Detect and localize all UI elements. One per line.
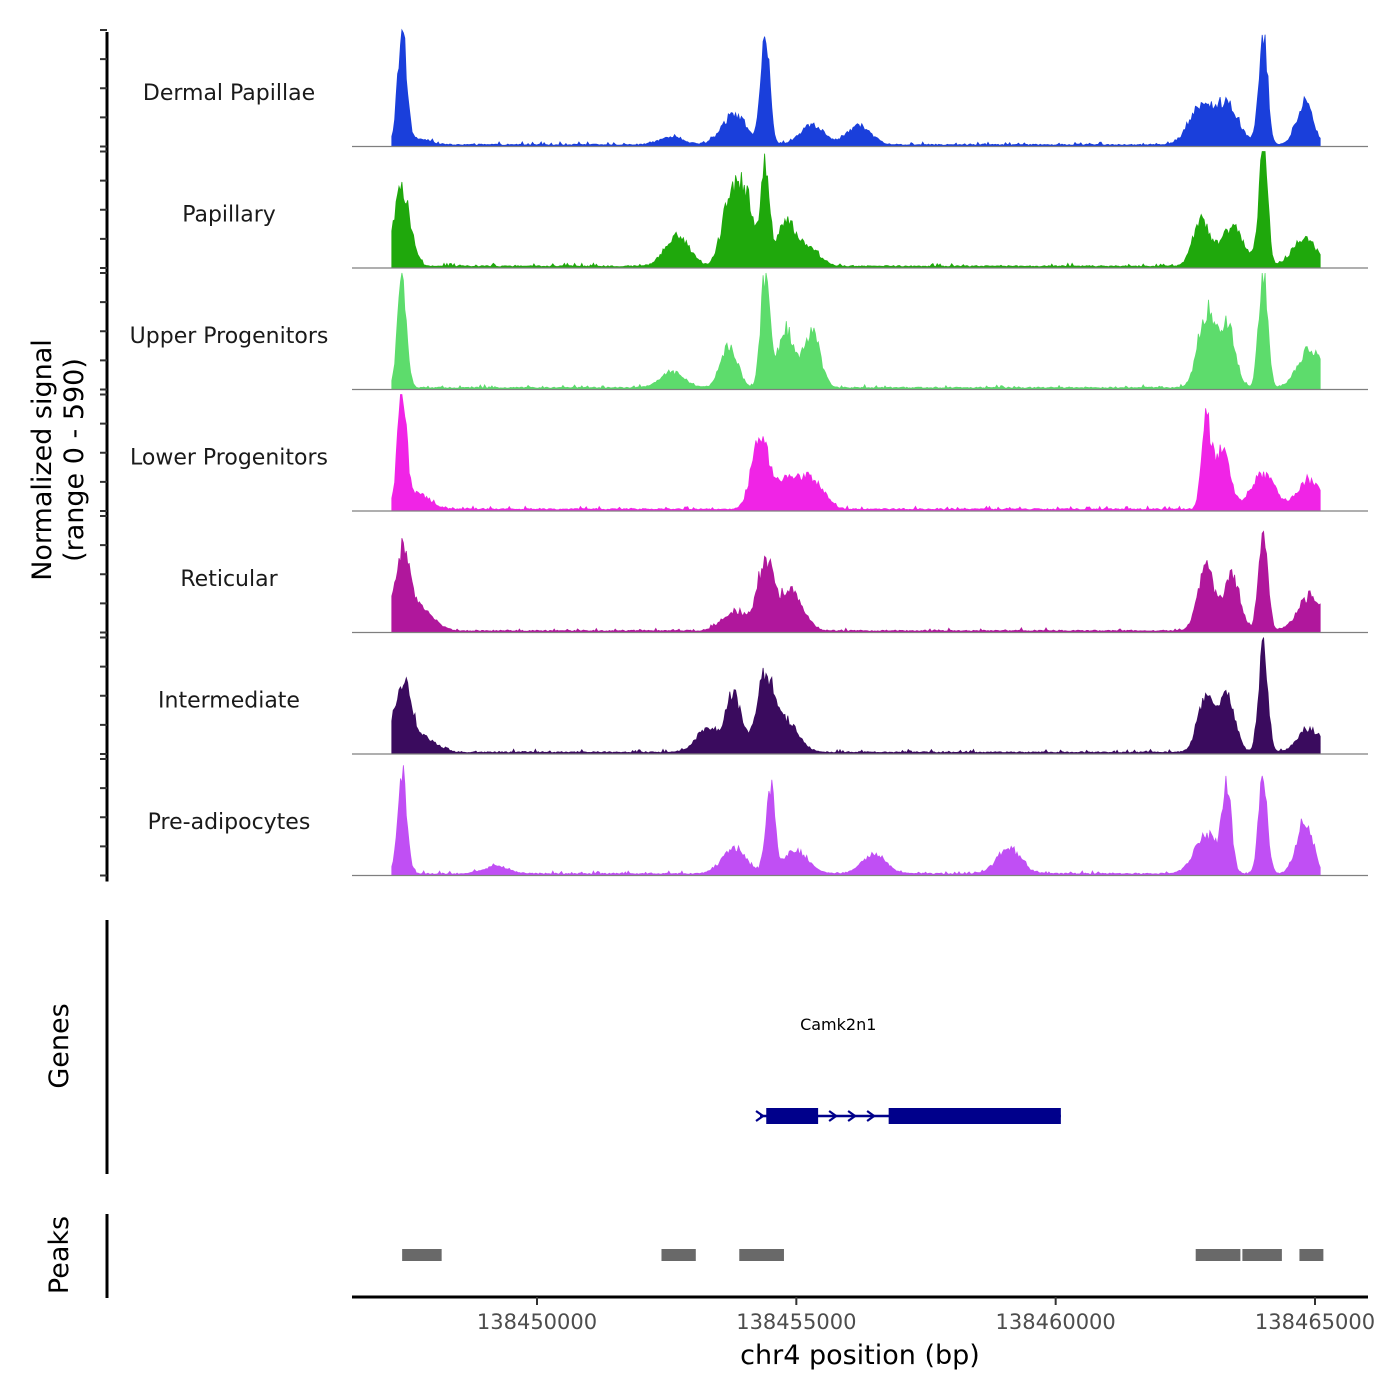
peaks-axis-title: Peaks [44, 1216, 75, 1294]
track-label: Upper Progenitors [130, 324, 329, 349]
coverage-area-1 [391, 151, 1321, 269]
gene-exon [888, 1108, 1061, 1124]
coverage-area-5 [391, 637, 1321, 755]
track-label: Pre-adipocytes [148, 810, 311, 835]
x-axis: 138450000 138455000 138460000 138465000 [352, 1295, 1375, 1334]
gene-exon [766, 1108, 819, 1124]
track-labels: Dermal Papillae Papillary Upper Progenitor… [130, 81, 329, 835]
track-label: Dermal Papillae [143, 81, 315, 106]
x-tick-label: 138455000 [736, 1310, 856, 1334]
peak-region [739, 1249, 784, 1261]
y-axis-title-line2: (range 0 - 590) [59, 358, 90, 562]
peak-track [105, 1214, 1324, 1298]
strand-arrow [755, 1110, 765, 1122]
strand-arrow [828, 1110, 839, 1122]
peak-region [1299, 1249, 1324, 1261]
track-label: Papillary [182, 203, 276, 228]
gene-name-label: Camk2n1 [800, 1015, 876, 1034]
x-tick-label: 138460000 [996, 1310, 1116, 1334]
x-tick-label: 138450000 [477, 1310, 597, 1334]
strand-arrow [847, 1110, 858, 1122]
track-label: Intermediate [158, 689, 300, 714]
peak-region [1195, 1249, 1241, 1261]
x-tick-label: 138465000 [1255, 1310, 1375, 1334]
genes-axis-title: Genes [44, 1003, 75, 1088]
coverage-area-2 [391, 272, 1321, 390]
coverage-area-6 [391, 765, 1321, 876]
track-label: Lower Progenitors [130, 446, 328, 471]
y-axis-title-line1: Normalized signal [27, 339, 58, 581]
peak-region [1242, 1249, 1282, 1261]
peak-region [661, 1249, 696, 1261]
coverage-area-4 [391, 530, 1321, 633]
gene-track: Camk2n1 [105, 920, 1061, 1174]
strand-arrow [866, 1110, 877, 1122]
x-axis-title: chr4 position (bp) [740, 1340, 980, 1371]
peak-region [402, 1249, 442, 1261]
coverage-tracks [352, 28, 1368, 877]
track-label: Reticular [180, 567, 278, 592]
coverage-area-0 [391, 28, 1321, 147]
coverage-area-3 [391, 394, 1321, 512]
signal-axis [100, 29, 109, 882]
